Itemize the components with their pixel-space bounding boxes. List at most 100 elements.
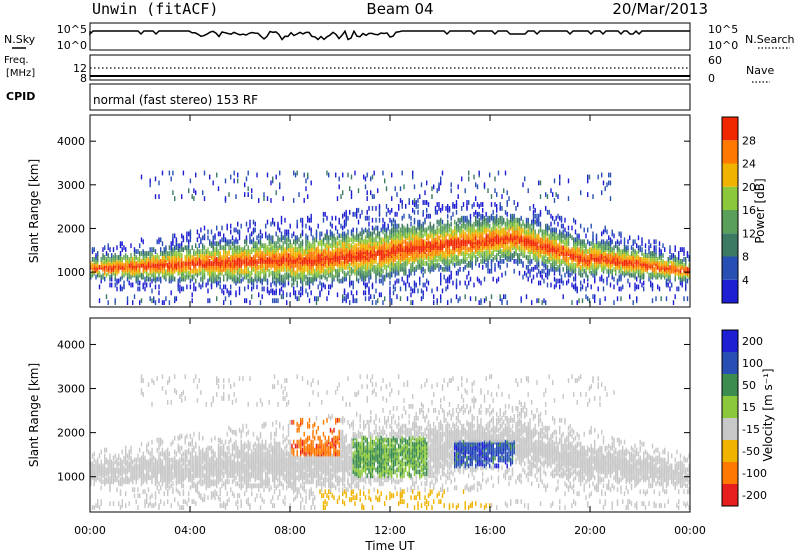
power-cell: [291, 282, 293, 288]
power-cell: [588, 266, 591, 272]
power-cell: [373, 259, 375, 264]
power-cell: [387, 207, 389, 213]
power-cell: [396, 223, 398, 229]
power-cell: [324, 255, 326, 260]
power-cell: [149, 259, 151, 264]
power-cell: [342, 268, 344, 274]
power-cell: [485, 211, 487, 217]
power-cell: [296, 257, 298, 262]
power-cell: [314, 255, 316, 260]
power-cell: [503, 227, 505, 233]
power-cell: [546, 209, 549, 215]
power-cell: [331, 223, 333, 229]
power-cell: [147, 272, 150, 278]
power-cell: [545, 192, 547, 197]
power-cell: [426, 227, 428, 233]
power-cell: [137, 249, 139, 254]
power-cell: [399, 186, 402, 192]
power-cell: [356, 290, 358, 296]
power-cell: [546, 264, 549, 270]
power-cell: [315, 270, 318, 276]
power-cell: [552, 245, 554, 251]
power-cell: [406, 274, 409, 280]
power-cell: [478, 217, 480, 223]
power-cell: [212, 276, 214, 282]
power-cell: [272, 245, 274, 251]
power-cell: [354, 243, 356, 249]
power-cell: [366, 215, 368, 221]
power-cell: [252, 219, 255, 225]
power-cell: [343, 241, 346, 247]
power-cell: [510, 257, 512, 262]
power-cell: [272, 298, 274, 304]
power-cell: [378, 231, 381, 237]
power-cell: [189, 284, 192, 290]
power-cell: [450, 221, 452, 227]
power-cell: [163, 247, 165, 252]
power-cell: [546, 257, 549, 262]
power-cell: [93, 257, 95, 262]
power-cell: [151, 268, 153, 274]
power-cell: [149, 276, 151, 282]
power-cell: [436, 286, 438, 292]
power-cell: [258, 198, 260, 203]
power-cell: [191, 268, 193, 274]
power-cell: [489, 172, 491, 178]
power-cell: [497, 276, 500, 282]
power-cell: [223, 245, 225, 251]
power-cell: [438, 235, 440, 241]
power-cell: [553, 219, 556, 225]
power-cell: [382, 237, 384, 243]
power-cell: [506, 235, 508, 241]
power-cell: [363, 174, 365, 180]
power-cell: [319, 249, 321, 254]
power-cell: [354, 170, 356, 176]
power-cell: [314, 241, 316, 247]
power-cell: [305, 280, 307, 286]
power-cell: [490, 264, 493, 270]
power-cell: [385, 268, 388, 274]
power-cell: [513, 200, 515, 205]
power-cell: [142, 282, 144, 288]
power-cell: [527, 255, 529, 260]
power-cell: [273, 298, 276, 304]
power-cell: [275, 231, 277, 237]
power-cell: [230, 174, 232, 180]
power-cell: [361, 227, 363, 233]
power-cell: [580, 190, 582, 196]
power-cell: [427, 280, 430, 286]
power-cell: [496, 213, 498, 219]
power-cell: [413, 229, 416, 235]
power-cell: [394, 262, 396, 268]
power-cell: [189, 229, 192, 235]
power-cell: [226, 268, 228, 274]
power-cell: [340, 194, 342, 199]
power-cell: [391, 196, 393, 201]
power-cell: [279, 182, 281, 188]
power-cell: [216, 241, 218, 247]
power-cell: [291, 247, 293, 252]
power-cell: [237, 221, 239, 227]
power-cell: [557, 221, 559, 227]
power-cell: [237, 245, 239, 251]
power-cell: [394, 231, 396, 237]
power-cell: [499, 215, 501, 221]
power-cell: [440, 233, 442, 239]
power-cell: [532, 274, 535, 280]
power-cell: [356, 207, 358, 213]
power-cell: [510, 217, 512, 223]
power-cell: [560, 237, 563, 243]
power-cell: [198, 243, 200, 249]
power-cell: [459, 296, 461, 302]
power-cell: [340, 243, 342, 249]
power-cell: [466, 274, 468, 280]
power-cell: [210, 241, 213, 247]
power-cell: [520, 223, 522, 229]
power-cell: [527, 237, 529, 243]
power-cell: [354, 235, 356, 241]
power-cell: [525, 272, 528, 278]
power-cell: [557, 264, 559, 270]
power-cell: [462, 251, 465, 256]
power-cell: [326, 249, 328, 254]
power-cell: [447, 276, 449, 282]
